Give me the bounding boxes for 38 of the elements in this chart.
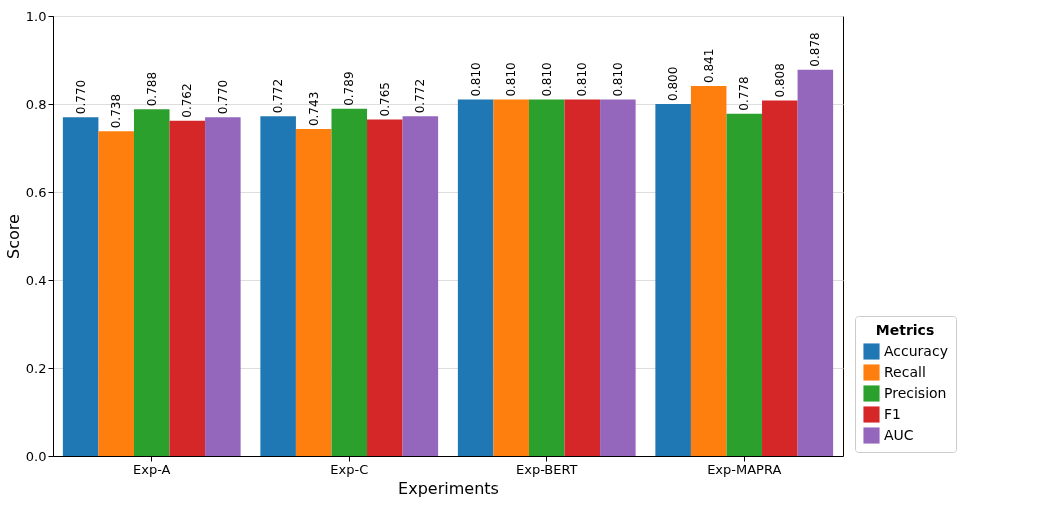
y-tick-label: 0.8 — [25, 96, 47, 112]
y-tick-label: 1.0 — [25, 8, 47, 24]
legend-title: Metrics — [875, 322, 935, 338]
x-tick-label: Exp-BERT — [515, 461, 578, 477]
data-label: 0.810 — [610, 62, 625, 97]
legend-label: F1 — [884, 405, 901, 422]
data-label: 0.810 — [575, 62, 590, 97]
legend-label: AUC — [884, 426, 914, 443]
x-axis-title: Experiments — [398, 478, 499, 498]
y-tick-label: 0.6 — [25, 184, 47, 200]
legend-label: Recall — [884, 363, 926, 380]
data-label: 0.789 — [342, 71, 357, 106]
data-label: 0.841 — [701, 48, 716, 83]
data-label: 0.762 — [180, 83, 195, 118]
data-label: 0.808 — [772, 63, 787, 98]
legend-label: Accuracy — [884, 342, 948, 359]
y-axis-title: Score — [3, 214, 23, 259]
data-label: 0.770 — [73, 79, 88, 115]
data-label: 0.810 — [468, 62, 483, 97]
data-label: 0.800 — [666, 66, 681, 101]
data-label: 0.765 — [377, 82, 392, 117]
data-label: 0.810 — [504, 62, 519, 97]
x-tick-label: Exp-MAPRA — [707, 461, 782, 477]
x-tick-label: Exp-A — [133, 461, 171, 477]
data-label: 0.770 — [215, 79, 230, 115]
data-label: 0.778 — [737, 76, 752, 111]
legend-label: Precision — [884, 384, 947, 401]
x-tick-label: Exp-C — [330, 461, 369, 477]
data-label: 0.772 — [271, 78, 286, 114]
y-tick-label: 0.4 — [25, 272, 47, 288]
data-label: 0.743 — [306, 91, 321, 127]
data-label: 0.810 — [539, 62, 554, 97]
data-label: 0.788 — [144, 71, 159, 107]
data-label: 0.878 — [808, 32, 823, 67]
y-tick-label: 0.0 — [25, 448, 47, 464]
y-tick-label: 0.2 — [25, 360, 47, 376]
data-label: 0.772 — [413, 78, 428, 114]
data-label: 0.738 — [109, 93, 124, 129]
